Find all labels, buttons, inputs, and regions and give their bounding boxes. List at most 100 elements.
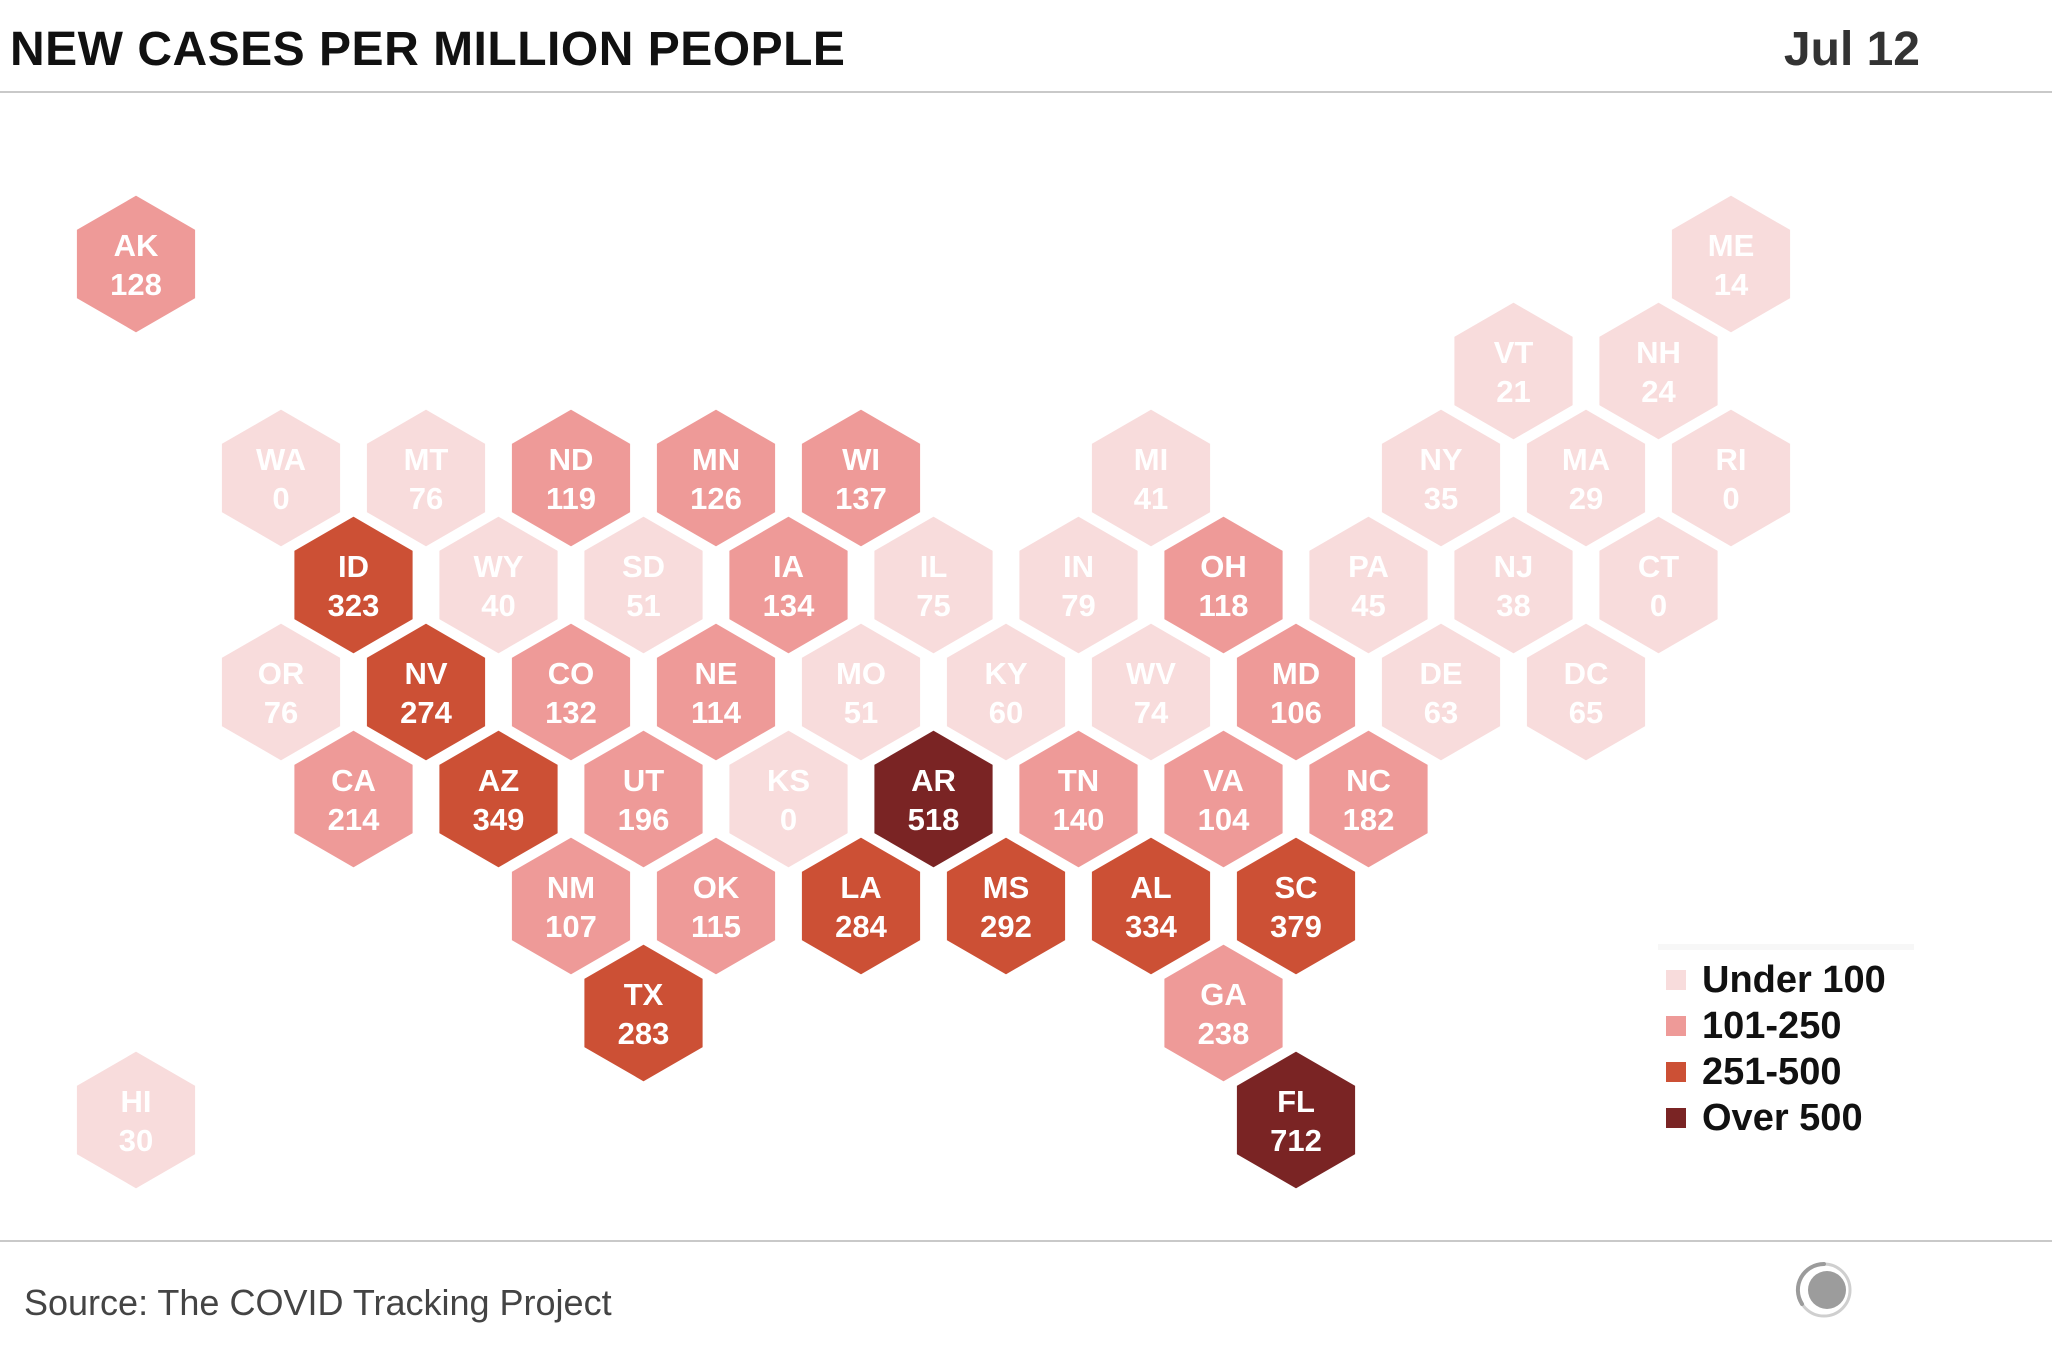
state-code-label: VA [1203, 763, 1244, 798]
state-code-label: KS [767, 763, 810, 798]
state-value-label: 14 [1714, 267, 1749, 302]
state-code-label: TN [1058, 763, 1099, 798]
state-code-label: NJ [1494, 549, 1534, 584]
hex-tile-ma: MA 29 [1523, 406, 1649, 550]
state-code-label: IN [1063, 549, 1094, 584]
state-value-label: 30 [119, 1123, 153, 1158]
hex-tile-ut: UT 196 [581, 727, 706, 871]
state-code-label: CO [548, 656, 595, 691]
hex-shape [436, 727, 561, 871]
hex-shape [1088, 406, 1214, 550]
state-value-label: 137 [835, 481, 887, 516]
state-value-label: 45 [1351, 588, 1385, 623]
hex-tile-ks: KS 0 [726, 727, 851, 871]
hex-shape [1161, 941, 1286, 1085]
state-code-label: LA [840, 870, 881, 905]
state-value-label: 38 [1496, 588, 1530, 623]
hex-tile-sd: SD 51 [581, 513, 706, 657]
hex-shape [581, 941, 706, 1085]
hex-tile-az: AZ 349 [436, 727, 561, 871]
state-code-label: WA [256, 442, 306, 477]
state-value-label: 134 [763, 588, 815, 623]
hex-tile-fl: FL 712 [1233, 1048, 1359, 1192]
state-code-label: WI [842, 442, 880, 477]
hex-tile-ms: MS 292 [943, 834, 1069, 978]
hex-shape [1378, 620, 1504, 764]
hex-tile-ca: CA 214 [291, 727, 416, 871]
state-code-label: HI [121, 1084, 152, 1119]
hex-tile-nh: NH 24 [1596, 299, 1721, 443]
state-code-label: MO [836, 656, 886, 691]
hex-shape [73, 192, 199, 336]
state-value-label: 0 [780, 802, 797, 837]
state-code-label: IL [920, 549, 948, 584]
state-value-label: 0 [1650, 588, 1667, 623]
hex-shape [363, 620, 489, 764]
state-value-label: 196 [618, 802, 670, 837]
covid-tracking-project-logo-icon [1795, 1261, 1852, 1318]
hex-tile-mn: MN 126 [653, 406, 779, 550]
state-value-label: 115 [691, 909, 741, 944]
state-value-label: 712 [1270, 1123, 1322, 1158]
hex-shape [1161, 727, 1286, 871]
hex-shape [871, 727, 996, 871]
hex-shape [798, 834, 924, 978]
state-value-label: 0 [1722, 481, 1739, 516]
state-code-label: MS [983, 870, 1030, 905]
hex-shape [508, 406, 634, 550]
hex-shape [291, 513, 416, 657]
hex-tile-dc: DC 65 [1523, 620, 1649, 764]
hex-shape [653, 406, 779, 550]
state-value-label: 292 [980, 909, 1032, 944]
state-value-label: 24 [1641, 374, 1676, 409]
hex-tile-oh: OH 118 [1161, 513, 1286, 657]
hex-tile-nd: ND 119 [508, 406, 634, 550]
hex-tile-wv: WV 74 [1088, 620, 1214, 764]
hex-shape [1523, 620, 1649, 764]
hex-tile-hi: HI 30 [73, 1048, 199, 1192]
state-code-label: NY [1419, 442, 1462, 477]
state-code-label: CA [331, 763, 376, 798]
state-value-label: 119 [546, 481, 596, 516]
state-value-label: 75 [916, 588, 950, 623]
hex-tile-co: CO 132 [508, 620, 634, 764]
state-value-label: 379 [1270, 909, 1322, 944]
top-divider [0, 91, 2052, 93]
state-code-label: OK [693, 870, 740, 905]
state-code-label: ID [338, 549, 369, 584]
hex-tile-nc: NC 182 [1306, 727, 1431, 871]
legend-swatch [1666, 970, 1686, 990]
state-value-label: 76 [264, 695, 298, 730]
hex-shape [1378, 406, 1504, 550]
state-code-label: GA [1200, 977, 1247, 1012]
hex-tile-ar: AR 518 [871, 727, 996, 871]
state-code-label: MD [1272, 656, 1320, 691]
hex-shape [1668, 192, 1794, 336]
hex-shape [798, 620, 924, 764]
hex-tile-sc: SC 379 [1233, 834, 1359, 978]
legend-item-over-500: Over 500 [1666, 1097, 1863, 1139]
hex-shape [581, 513, 706, 657]
state-value-label: 51 [844, 695, 878, 730]
hex-shape [73, 1048, 199, 1192]
hex-tile-ne: NE 114 [653, 620, 779, 764]
state-code-label: ME [1708, 228, 1755, 263]
hex-shape [581, 727, 706, 871]
state-value-label: 21 [1496, 374, 1530, 409]
state-code-label: OH [1200, 549, 1247, 584]
hex-shape [1016, 513, 1141, 657]
date-label: Jul 12 [1783, 23, 1920, 76]
state-value-label: 132 [545, 695, 597, 730]
state-value-label: 41 [1134, 481, 1168, 516]
state-code-label: NH [1636, 335, 1681, 370]
state-code-label: OR [258, 656, 305, 691]
state-value-label: 349 [473, 802, 525, 837]
state-code-label: AL [1130, 870, 1171, 905]
state-code-label: NM [547, 870, 595, 905]
hex-shape [1596, 299, 1721, 443]
hex-shape [1233, 1048, 1359, 1192]
state-code-label: NE [694, 656, 737, 691]
state-value-label: 106 [1270, 695, 1322, 730]
state-value-label: 284 [835, 909, 887, 944]
hex-tile-ia: IA 134 [726, 513, 851, 657]
